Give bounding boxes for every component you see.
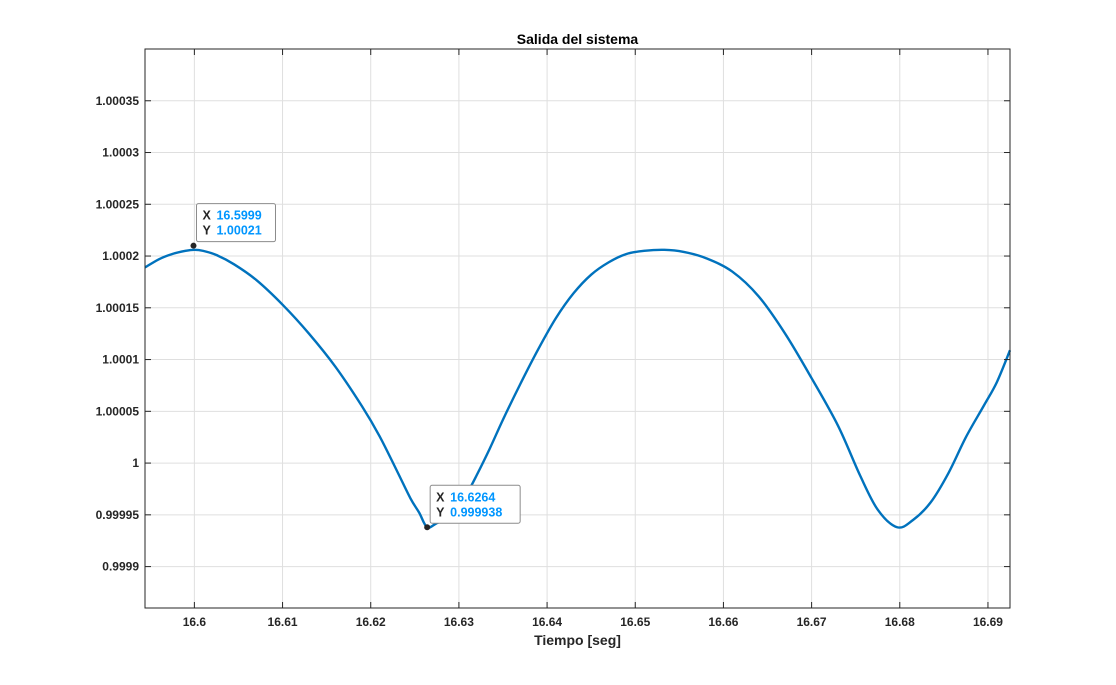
plot-line-layer <box>144 248 1012 529</box>
datatip-x-key: X <box>202 209 211 223</box>
datatip-y-key: Y <box>202 224 211 238</box>
x-tick-label: 16.66 <box>708 615 738 629</box>
datatip-marker <box>424 524 431 531</box>
datatip-box <box>429 484 521 524</box>
datatip-x-value: 16.6264 <box>450 490 495 504</box>
datatip-y-key: Y <box>436 505 445 519</box>
y-tick-label: 1 <box>132 456 139 470</box>
datatip-x-value: 16.5999 <box>216 209 261 223</box>
datatips: X 16.5999 Y 1.00021 X 16.6264 Y 0.999938 <box>190 203 521 531</box>
chart-title: Salida del sistema <box>517 31 639 47</box>
datatip[interactable]: X 16.6264 Y 0.999938 <box>424 484 521 531</box>
y-tick-label: 0.9999 <box>102 560 139 574</box>
y-tick-labels: 0.9999 0.99995 1 1.00005 1.0001 1.00015 1.0002… <box>96 94 140 574</box>
y-tick-label: 1.0002 <box>102 249 139 263</box>
datatip-marker <box>190 242 197 249</box>
y-tick-label: 1.00015 <box>96 301 140 315</box>
x-tick-label: 16.61 <box>268 615 298 629</box>
grid-lines <box>145 49 1010 608</box>
tick-marks <box>145 49 1010 608</box>
x-tick-label: 16.67 <box>797 615 827 629</box>
datatip[interactable]: X 16.5999 Y 1.00021 <box>190 203 276 249</box>
x-tick-label: 16.63 <box>444 615 474 629</box>
x-tick-label: 16.65 <box>620 615 650 629</box>
y-tick-label: 1.0001 <box>102 353 139 367</box>
x-tick-label: 16.62 <box>356 615 386 629</box>
datatip-x-key: X <box>436 490 445 504</box>
datatip-y-value: 1.00021 <box>216 224 261 238</box>
y-tick-label: 0.99995 <box>96 508 140 522</box>
x-tick-label: 16.6 <box>183 615 207 629</box>
x-tick-label: 16.68 <box>885 615 915 629</box>
y-tick-label: 1.0003 <box>102 146 139 160</box>
y-tick-label: 1.00005 <box>96 404 140 418</box>
series-line <box>144 248 1012 529</box>
datatip-y-value: 0.999938 <box>450 505 502 519</box>
x-tick-label: 16.69 <box>973 615 1003 629</box>
x-axis-label: Tiempo [seg] <box>534 632 621 648</box>
datatip-box <box>195 203 276 243</box>
y-tick-label: 1.00035 <box>96 94 140 108</box>
axes-box <box>144 48 1011 609</box>
x-tick-labels: 16.6 16.61 16.62 16.63 16.64 16.65 16.66 16.67 1… <box>183 615 1004 629</box>
y-tick-label: 1.00025 <box>96 197 140 211</box>
x-tick-label: 16.64 <box>532 615 562 629</box>
